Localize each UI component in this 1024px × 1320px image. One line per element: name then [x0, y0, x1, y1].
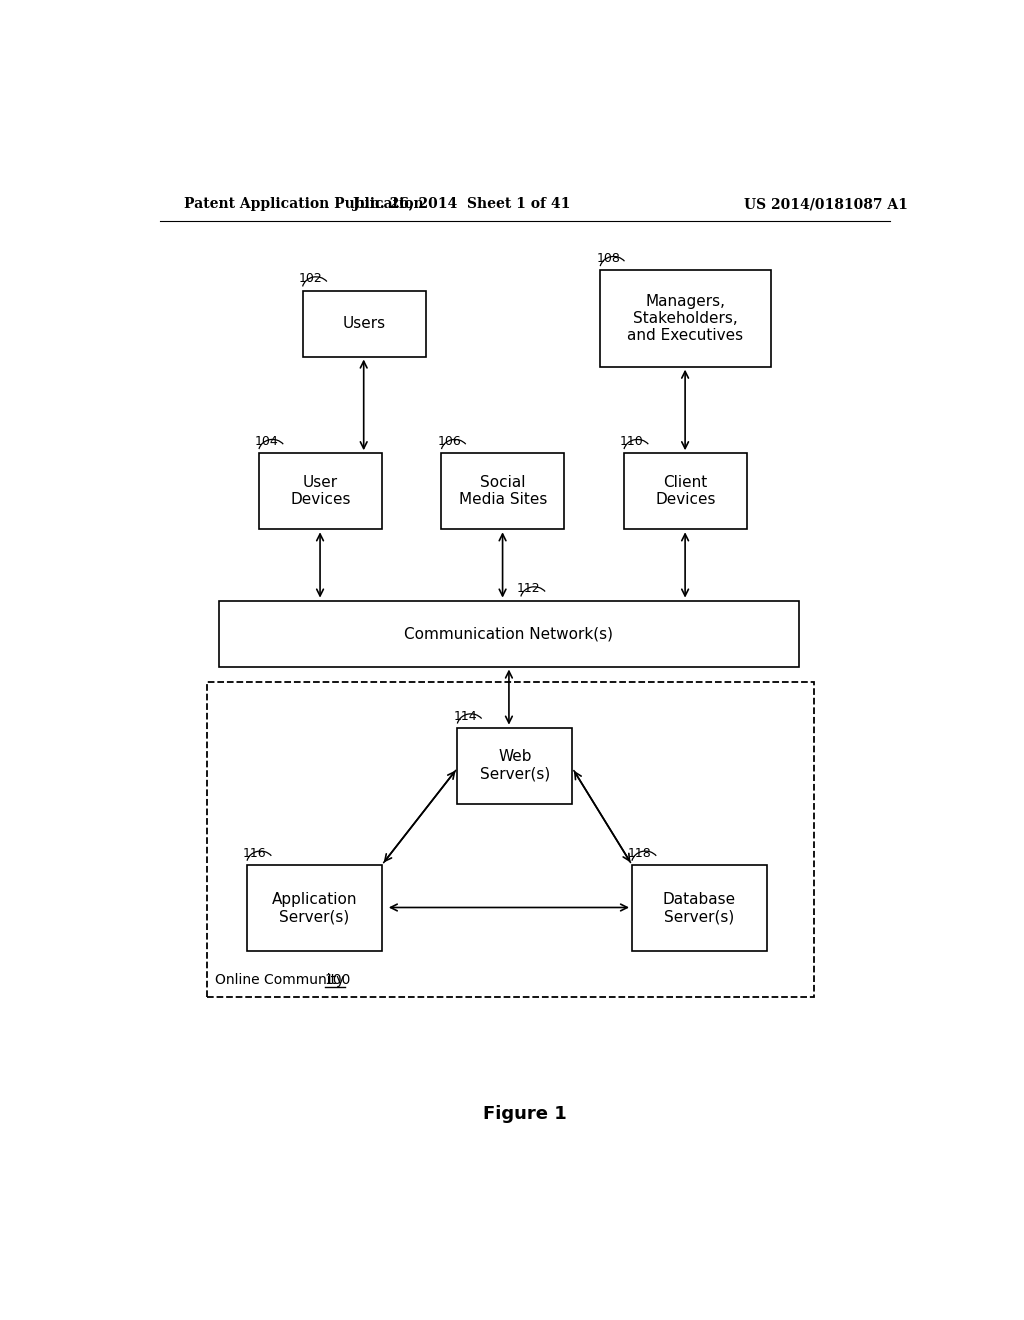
Bar [247, 865, 382, 952]
Text: 116: 116 [243, 846, 266, 859]
Text: Application
Server(s): Application Server(s) [271, 892, 357, 924]
Text: Online Community: Online Community [215, 973, 349, 987]
Text: 118: 118 [628, 846, 651, 859]
Text: 110: 110 [620, 436, 644, 447]
Text: Web
Server(s): Web Server(s) [480, 750, 550, 781]
Bar [600, 271, 771, 367]
Text: Managers,
Stakeholders,
and Executives: Managers, Stakeholders, and Executives [628, 293, 743, 343]
Text: 102: 102 [299, 272, 323, 285]
Bar [259, 453, 382, 529]
Text: 112: 112 [517, 582, 541, 595]
Text: 100: 100 [325, 973, 351, 987]
Text: 108: 108 [596, 252, 621, 265]
Text: Figure 1: Figure 1 [483, 1105, 566, 1123]
Text: US 2014/0181087 A1: US 2014/0181087 A1 [744, 197, 908, 211]
Bar [303, 290, 426, 356]
Text: 104: 104 [255, 436, 279, 447]
Text: Patent Application Publication: Patent Application Publication [183, 197, 423, 211]
Text: Social
Media Sites: Social Media Sites [459, 475, 547, 507]
Text: 114: 114 [454, 710, 477, 722]
Bar [632, 865, 767, 952]
Bar [458, 727, 572, 804]
Text: Users: Users [343, 315, 386, 331]
Bar [441, 453, 564, 529]
Bar [624, 453, 748, 529]
Text: Communication Network(s): Communication Network(s) [404, 626, 613, 642]
Text: User
Devices: User Devices [290, 475, 350, 507]
Text: Database
Server(s): Database Server(s) [663, 892, 736, 924]
Text: Jun. 26, 2014  Sheet 1 of 41: Jun. 26, 2014 Sheet 1 of 41 [352, 197, 570, 211]
Text: 106: 106 [437, 436, 461, 447]
Text: Client
Devices: Client Devices [655, 475, 716, 507]
Bar [207, 682, 814, 997]
Bar [219, 601, 799, 667]
